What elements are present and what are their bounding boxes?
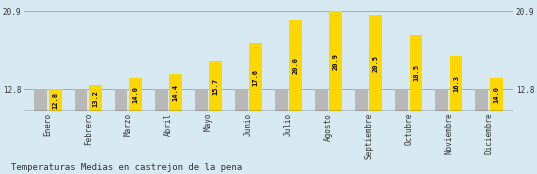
Bar [169,74,182,111]
Bar [49,89,62,111]
Bar [490,78,503,111]
Text: 15.7: 15.7 [213,78,219,95]
Bar [369,15,382,111]
Bar [410,34,423,111]
Bar [89,85,102,111]
Text: 18.5: 18.5 [413,64,419,81]
Text: 14.0: 14.0 [493,86,499,103]
Bar [235,89,248,111]
Bar [34,89,47,111]
Bar [209,61,222,111]
Bar [289,20,302,111]
Text: 17.6: 17.6 [253,69,259,86]
Text: 16.3: 16.3 [453,75,459,92]
Bar [449,56,462,111]
Bar [249,43,262,111]
Bar [129,78,142,111]
Text: 20.5: 20.5 [373,55,379,72]
Bar [315,89,328,111]
Bar [475,89,488,111]
Bar [114,89,127,111]
Bar [195,89,208,111]
Text: 13.2: 13.2 [92,90,98,107]
Bar [329,11,342,111]
Bar [155,89,168,111]
Text: 14.0: 14.0 [133,86,139,103]
Bar [355,89,368,111]
Bar [395,89,408,111]
Bar [435,89,448,111]
Text: 20.0: 20.0 [293,57,299,74]
Text: Temperaturas Medias en castrejon de la pena: Temperaturas Medias en castrejon de la p… [11,163,242,172]
Bar [75,89,88,111]
Text: 12.8: 12.8 [52,92,59,109]
Text: 14.4: 14.4 [172,84,178,101]
Text: 20.9: 20.9 [333,53,339,70]
Bar [275,89,288,111]
